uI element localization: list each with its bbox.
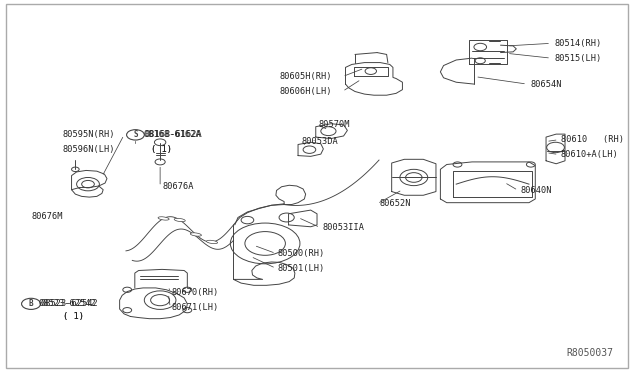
Text: 80500(RH): 80500(RH) <box>278 249 325 258</box>
Text: 08168-6162A: 08168-6162A <box>145 130 203 140</box>
Text: 80515(LH): 80515(LH) <box>554 54 602 62</box>
Text: ( 1): ( 1) <box>151 145 172 154</box>
Text: 80610   (RH): 80610 (RH) <box>561 135 623 144</box>
Text: 80606H(LH): 80606H(LH) <box>279 87 332 96</box>
Text: 80671(LH): 80671(LH) <box>172 303 219 312</box>
Ellipse shape <box>207 240 218 244</box>
Text: B: B <box>29 299 33 308</box>
Text: 80640N: 80640N <box>521 186 552 195</box>
Text: 80676M: 80676M <box>31 212 63 221</box>
Ellipse shape <box>190 233 202 236</box>
Circle shape <box>127 130 144 140</box>
Ellipse shape <box>174 218 185 222</box>
Text: 80053IIA: 80053IIA <box>322 223 364 232</box>
Text: 80501(LH): 80501(LH) <box>278 264 325 273</box>
Text: 80610+A(LH): 80610+A(LH) <box>561 150 618 159</box>
Text: 80652N: 80652N <box>379 199 410 208</box>
Text: 80570M: 80570M <box>318 121 350 129</box>
Text: 80676A: 80676A <box>162 182 193 191</box>
Text: S: S <box>133 130 138 140</box>
Text: 80605H(RH): 80605H(RH) <box>279 72 332 81</box>
Text: ( 1): ( 1) <box>63 312 84 321</box>
Text: 08168-6162A: 08168-6162A <box>143 130 201 140</box>
Text: 80595N(RH): 80595N(RH) <box>63 130 115 140</box>
Text: 80670(RH): 80670(RH) <box>172 288 219 297</box>
Text: 80654N: 80654N <box>531 80 563 89</box>
FancyBboxPatch shape <box>6 4 628 368</box>
Circle shape <box>22 298 40 310</box>
Text: R8050037: R8050037 <box>566 348 613 358</box>
Text: 80596N(LH): 80596N(LH) <box>63 145 115 154</box>
Text: 08523-62542: 08523-62542 <box>40 299 99 308</box>
Text: ( 1): ( 1) <box>151 145 172 154</box>
Text: ( 1): ( 1) <box>63 312 84 321</box>
Text: 80514(RH): 80514(RH) <box>554 39 602 48</box>
Text: 08523-62542: 08523-62542 <box>38 299 97 308</box>
Ellipse shape <box>158 217 169 220</box>
Text: 80053DA: 80053DA <box>302 137 339 146</box>
